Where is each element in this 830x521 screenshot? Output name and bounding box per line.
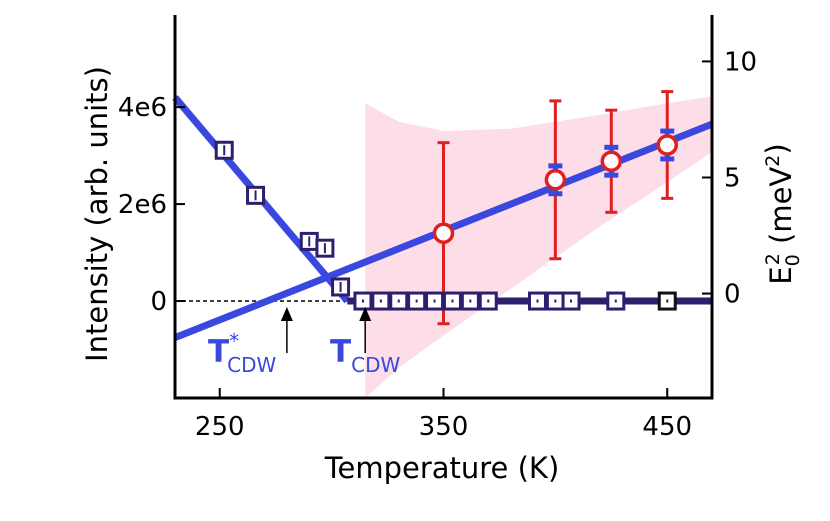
y-axis-right-title-part: (meV <box>764 167 798 254</box>
x-tick-label: 350 <box>419 412 469 442</box>
annotation-arrow-head <box>359 307 372 322</box>
x-tick-label: 250 <box>195 412 245 442</box>
x-axis-title: Temperature (K) <box>324 451 560 485</box>
y-right-tick-label: 0 <box>724 280 741 310</box>
y-right-tick-label: 5 <box>724 163 741 193</box>
e0sq-point <box>432 222 455 244</box>
y-left-tick-label: 0 <box>150 287 167 317</box>
y-axis-right-title-part: 2 <box>762 253 784 265</box>
y-axis-right-title-part: ) <box>760 143 794 154</box>
marker-layer <box>214 134 678 311</box>
confidence-band <box>365 96 712 398</box>
y-axis-right-title-part: E <box>764 266 798 284</box>
e0sq-point <box>656 134 678 156</box>
y-right-tick-label: 10 <box>724 47 757 77</box>
tcdw-label: T* CDW <box>208 329 277 377</box>
confidence-band-layer <box>365 96 712 398</box>
e0sq-point <box>544 169 567 191</box>
y-axis-left-title: Intensity (arb. units) <box>80 66 114 362</box>
y-axis-right-title-part: 0 <box>782 254 804 266</box>
x-tick-label: 450 <box>642 412 692 442</box>
e0sq-point <box>600 150 623 172</box>
annotation-layer: T* CDW TCDW <box>208 307 401 377</box>
annotation-arrow-head <box>280 307 293 322</box>
y-left-tick-label: 4e6 <box>118 93 167 123</box>
y-left-tick-label: 2e6 <box>118 190 167 220</box>
y-axis-right-title-part: 2 <box>762 155 784 167</box>
tick-layer: 250 350 450 0 2e6 4e6 0 5 10 <box>118 47 757 442</box>
y-axis-right-title: E02 (meV2) <box>760 143 804 284</box>
tcdw-label: TCDW <box>330 334 401 377</box>
